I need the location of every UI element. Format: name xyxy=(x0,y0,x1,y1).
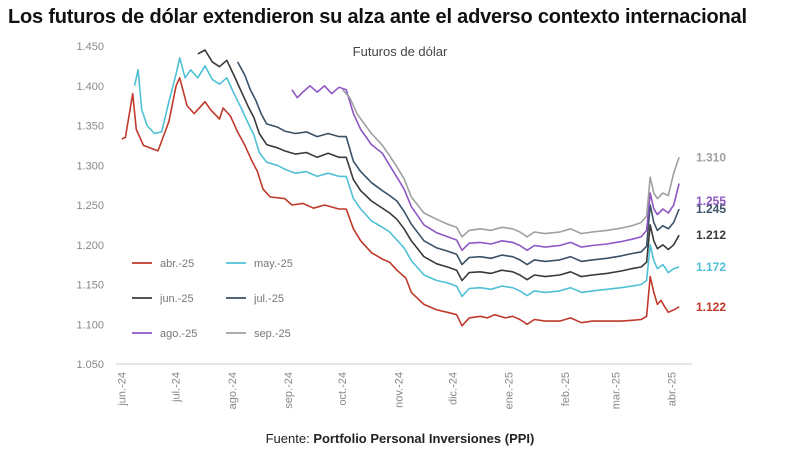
end-value-label: 1.212 xyxy=(696,228,726,242)
y-tick-label: 1.350 xyxy=(76,121,104,133)
y-tick-label: 1.400 xyxy=(76,81,104,93)
chart: 1.050 1.100 1.150 1.200 1.250 1.300 1.350 1.400… xyxy=(76,41,726,409)
legend-label: sep.-25 xyxy=(254,328,291,340)
end-value-label: 1.255 xyxy=(696,194,726,208)
series-line-jun25 xyxy=(197,49,680,282)
source-prefix: Fuente: xyxy=(265,431,314,446)
y-tick-label: 1.300 xyxy=(76,160,104,172)
end-value-label: 1.245 xyxy=(696,202,726,216)
y-tick-label: 1.050 xyxy=(76,359,104,371)
x-tick-label: sep.-24 xyxy=(283,372,295,409)
y-tick-label: 1.450 xyxy=(76,41,104,53)
x-tick-label: jun.-24 xyxy=(116,372,128,407)
x-tick-label: ene.-25 xyxy=(504,372,516,409)
headline: Los futuros de dólar extendieron su alza… xyxy=(8,6,747,28)
series-layer xyxy=(121,49,680,327)
source-note: Fuente: Portfolio Personal Inversiones (… xyxy=(0,431,800,446)
y-tick-label: 1.150 xyxy=(76,280,104,292)
chart-title: Futuros de dólar xyxy=(353,44,448,59)
chart-container: 1.050 1.100 1.150 1.200 1.250 1.300 1.350 1.400… xyxy=(0,36,800,428)
x-tick-label: mar.-25 xyxy=(610,372,622,409)
series-line-jul25 xyxy=(236,61,680,266)
series-line-abr25 xyxy=(121,77,680,327)
end-value-label: 1.122 xyxy=(696,300,726,314)
legend-label: jun.-25 xyxy=(159,293,194,305)
x-tick-label: nov.-24 xyxy=(393,372,405,408)
end-value-label: 1.172 xyxy=(696,260,726,274)
source-name: Portfolio Personal Inversiones (PPI) xyxy=(313,431,535,446)
x-tick-label: feb.-25 xyxy=(560,372,572,406)
legend-label: jul.-25 xyxy=(253,293,284,305)
end-value-label: 1.310 xyxy=(696,150,726,164)
x-tick-label: abr.-25 xyxy=(667,372,679,406)
x-tick-label: dic.-24 xyxy=(448,372,460,405)
series-line-may25 xyxy=(133,57,680,298)
x-tick-label: jul.-24 xyxy=(171,372,183,403)
legend-label: may.-25 xyxy=(254,258,293,270)
legend: abr.-25 may.-25 jun.-25 jul.-25 ago.-25 sep.-… xyxy=(132,258,293,340)
y-tick-label: 1.100 xyxy=(76,319,104,331)
series-line-ago25 xyxy=(291,85,680,252)
legend-label: abr.-25 xyxy=(160,258,194,270)
axis-layer: 1.050 1.100 1.150 1.200 1.250 1.300 1.350 1.400… xyxy=(76,41,692,409)
x-tick-label: oct.-24 xyxy=(337,372,349,406)
y-tick-label: 1.250 xyxy=(76,200,104,212)
legend-label: ago.-25 xyxy=(160,328,197,340)
series-line-sep25 xyxy=(342,89,680,238)
x-tick-label: ago.-24 xyxy=(227,372,239,409)
y-tick-label: 1.200 xyxy=(76,240,104,252)
